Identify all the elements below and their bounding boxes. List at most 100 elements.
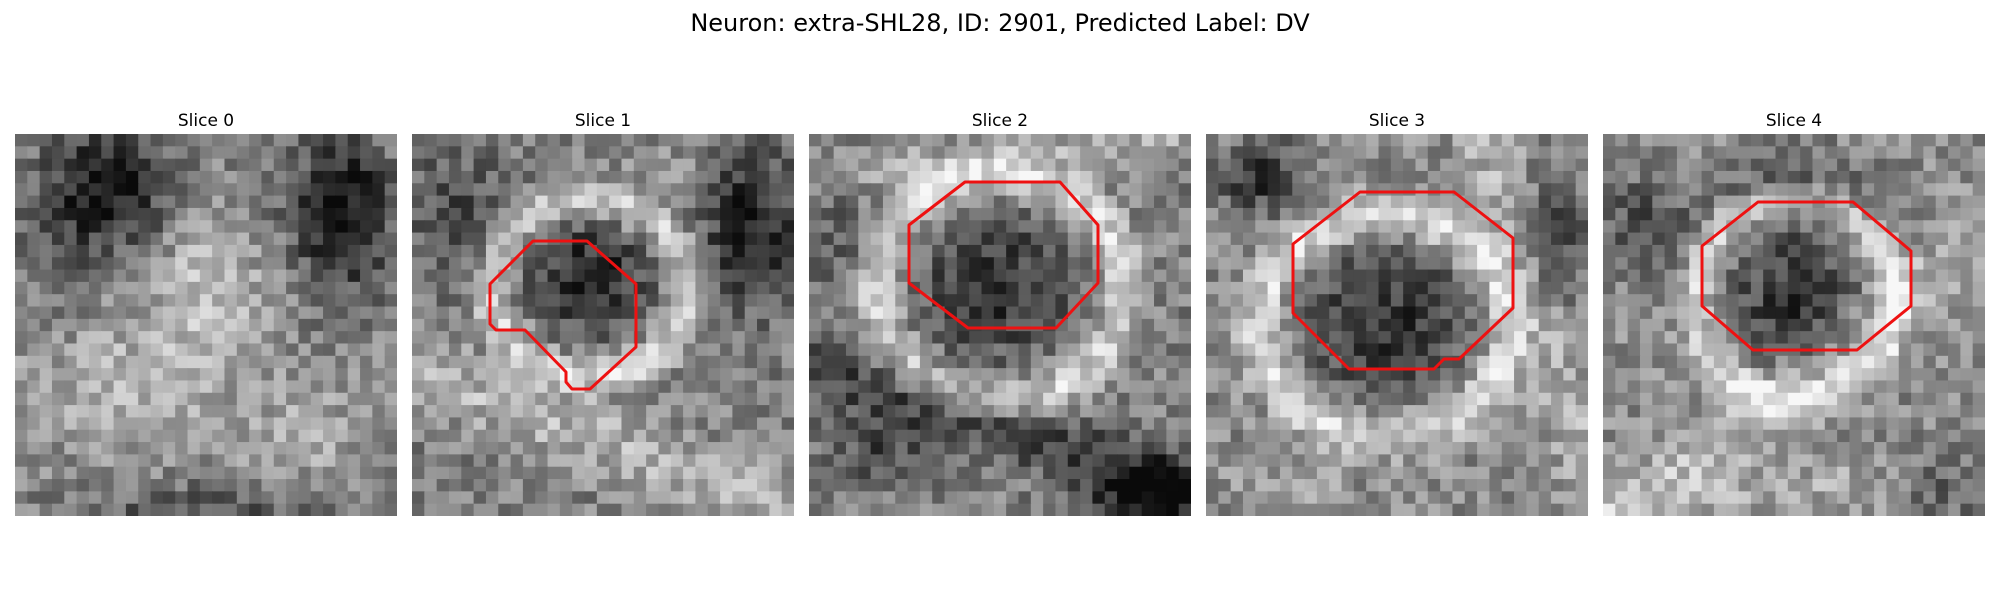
pixel-cell [1006, 503, 1020, 516]
pixel-cell [1092, 380, 1106, 394]
pixel-cell [1713, 368, 1727, 382]
pixel-cell [572, 479, 586, 492]
pixel-cell [757, 183, 770, 197]
pixel-cell [1563, 405, 1577, 419]
pixel-cell [15, 269, 28, 283]
pixel-cell [882, 306, 896, 320]
pixel-cell [1627, 380, 1641, 394]
pixel-cell [298, 170, 312, 184]
pixel-cell [596, 244, 610, 258]
pixel-cell [298, 454, 312, 468]
pixel-cell [1874, 355, 1888, 369]
pixel-cell [1514, 491, 1527, 505]
pixel-cell [1218, 368, 1232, 382]
pixel-cell [335, 405, 349, 419]
pixel-cell [1154, 318, 1167, 332]
pixel-cell [1898, 195, 1912, 209]
roi-contour [488, 239, 638, 391]
pixel-cell [833, 232, 847, 246]
pixel-cell [895, 294, 909, 308]
pixel-cell [1043, 318, 1057, 332]
pixel-cell [707, 392, 721, 406]
pixel-cell [1874, 405, 1888, 419]
pixel-cell [1489, 491, 1503, 505]
pixel-cell [1738, 466, 1752, 480]
pixel-cell [424, 466, 438, 480]
pixel-cell [1477, 466, 1491, 480]
pixel-cell [1874, 158, 1888, 172]
pixel-cell [845, 306, 859, 320]
pixel-cell [695, 183, 709, 197]
pixel-cell [1652, 232, 1666, 246]
pixel-cell [261, 195, 275, 209]
pixel-cell [981, 355, 995, 369]
pixel-cell [907, 134, 921, 147]
pixel-cell [1267, 146, 1281, 160]
pixel-cell [1141, 442, 1155, 455]
pixel-cell [1403, 405, 1417, 419]
pixel-cell [707, 331, 721, 345]
pixel-cell [1366, 380, 1380, 394]
pixel-cell [559, 503, 573, 516]
pixel-cell [1787, 257, 1801, 271]
pixel-cell [1701, 466, 1715, 480]
pixel-cell [1092, 146, 1106, 160]
pixel-cell [633, 405, 647, 419]
pixel-cell [1255, 343, 1269, 357]
pixel-cell [1092, 454, 1106, 468]
pixel-cell [1935, 195, 1949, 209]
pixel-cell [1329, 318, 1343, 332]
pixel-cell [1353, 380, 1367, 394]
pixel-cell [1030, 368, 1044, 382]
pixel-cell [27, 158, 41, 172]
pixel-cell [1960, 158, 1974, 172]
pixel-cell [1898, 257, 1912, 271]
pixel-cell [1353, 134, 1367, 147]
pixel-cell [1923, 158, 1937, 172]
pixel-cell [559, 257, 573, 271]
pixel-cell [1726, 479, 1740, 492]
pixel-cell [1117, 146, 1130, 160]
pixel-cell [1935, 207, 1949, 221]
pixel-cell [162, 134, 176, 147]
pixel-cell [1886, 170, 1900, 184]
pixel-cell [498, 195, 512, 209]
pixel-cell [1787, 368, 1801, 382]
pixel-cell [125, 331, 139, 345]
pixel-cell [1329, 195, 1343, 209]
pixel-cell [1477, 454, 1491, 468]
pixel-cell [1664, 269, 1678, 283]
pixel-cell [1501, 281, 1515, 295]
pixel-cell [1911, 331, 1924, 345]
pixel-cell [1800, 207, 1814, 221]
pixel-cell [1242, 195, 1256, 209]
pixel-cell [1627, 158, 1641, 172]
pixel-cell [1267, 294, 1281, 308]
pixel-cell [646, 331, 660, 345]
pixel-cell [522, 503, 536, 516]
pixel-cell [1080, 232, 1094, 246]
pixel-cell [781, 380, 794, 394]
pixel-cell [1775, 331, 1789, 345]
pixel-cell [412, 134, 425, 147]
pixel-cell [1526, 331, 1540, 345]
pixel-cell [1092, 294, 1106, 308]
pixel-cell [187, 429, 201, 443]
pixel-cell [1800, 368, 1814, 382]
pixel-cell [15, 405, 28, 419]
pixel-cell [584, 195, 598, 209]
pixel-cell [1713, 170, 1727, 184]
pixel-cell [64, 134, 78, 147]
pixel-cell [596, 343, 610, 357]
pixel-cell [1440, 405, 1454, 419]
pixel-cell [1477, 269, 1491, 283]
pixel-cell [1104, 183, 1118, 197]
pixel-cell [658, 479, 672, 492]
pixel-cell [1043, 220, 1057, 234]
pixel-cell [1477, 380, 1491, 394]
pixel-cell [510, 429, 524, 443]
pixel-cell [1972, 417, 1985, 431]
pixel-cell [809, 503, 822, 516]
pixel-cell [1849, 318, 1863, 332]
pixel-cell [1898, 134, 1912, 147]
